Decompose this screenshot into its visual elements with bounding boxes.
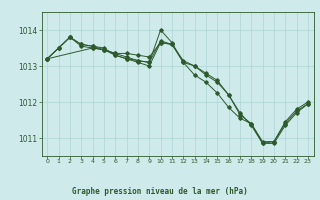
- Text: Graphe pression niveau de la mer (hPa): Graphe pression niveau de la mer (hPa): [72, 187, 248, 196]
